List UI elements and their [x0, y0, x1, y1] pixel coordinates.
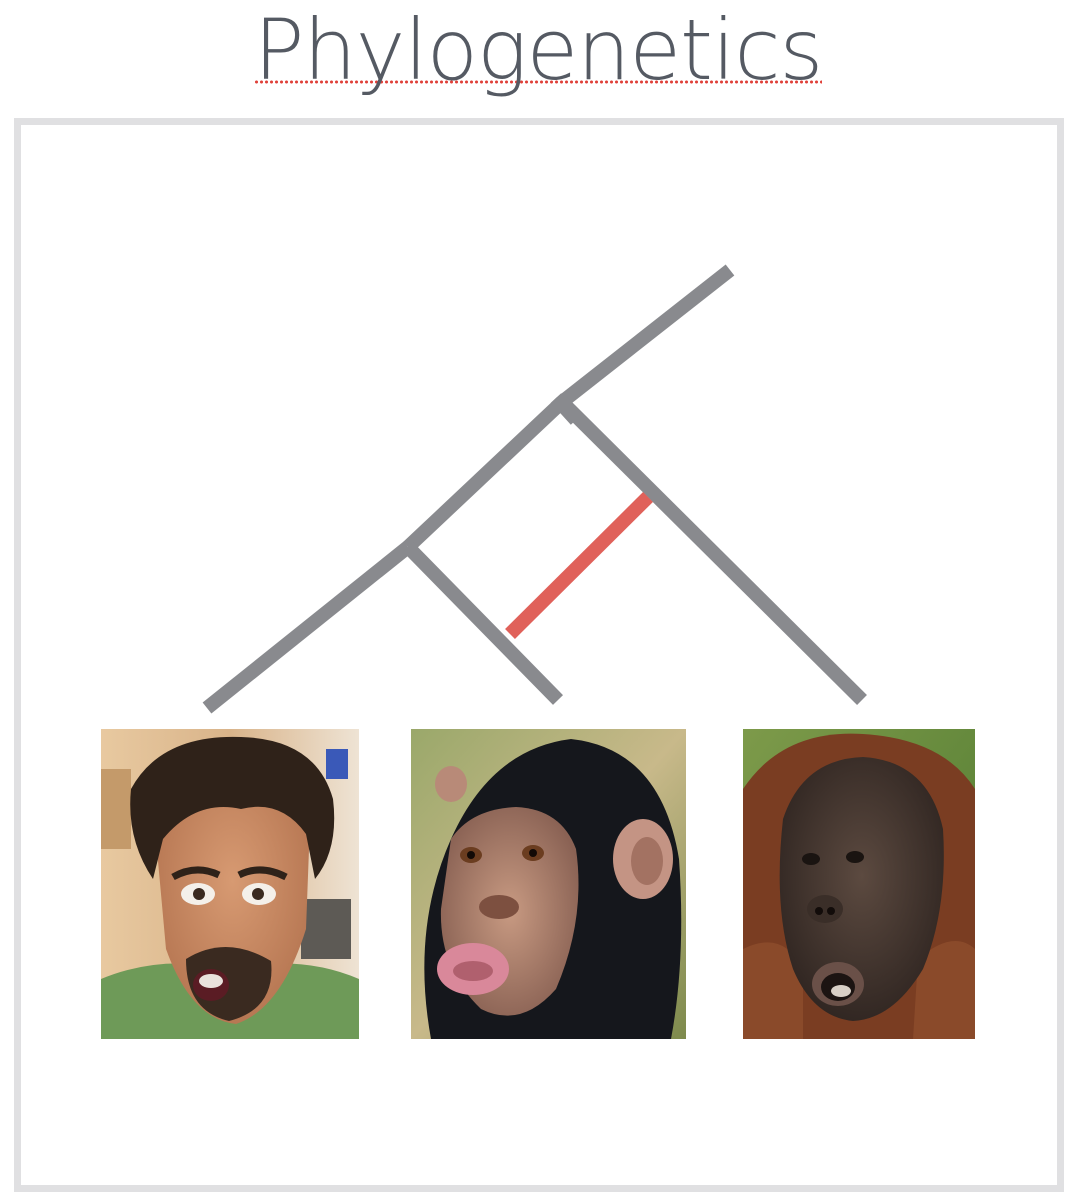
human-photo — [101, 729, 359, 1039]
orangutan-photo — [743, 729, 975, 1039]
ape-clade-stem — [403, 396, 567, 553]
slide-title: Phylogenetics — [0, 2, 1076, 98]
chimp-branch — [403, 542, 563, 705]
chimpanzee-image — [411, 729, 686, 1039]
orangutan-image — [743, 729, 975, 1039]
surprised-man-image — [101, 729, 359, 1039]
highlighted-branch — [505, 492, 653, 639]
chimpanzee-photo — [411, 729, 686, 1039]
human-branch — [202, 541, 413, 714]
root-branch — [557, 264, 735, 408]
node-tick — [550, 393, 582, 425]
slide-title-text: Phylogenetics — [253, 1, 823, 99]
orangutan-branch — [557, 397, 867, 705]
